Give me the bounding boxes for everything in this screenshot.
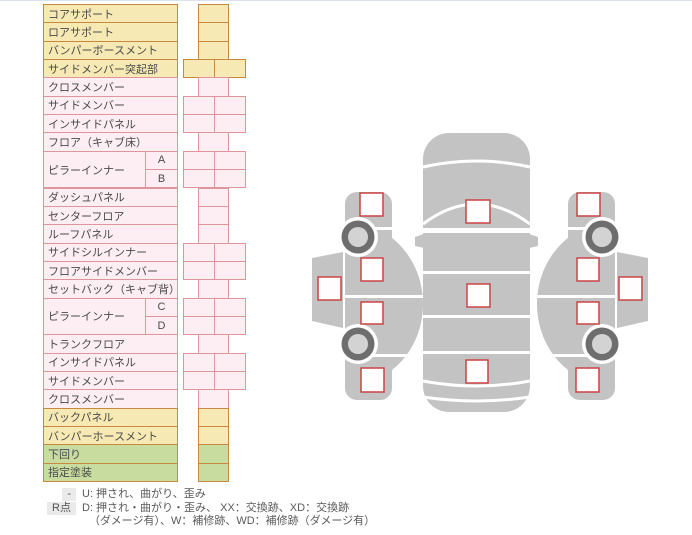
damage-cell[interactable] [198,77,229,97]
damage-cell[interactable] [198,4,229,24]
damage-cell[interactable] [198,407,229,428]
damage-cell[interactable] [214,95,246,116]
damage-cell[interactable] [198,279,229,299]
damage-cell[interactable] [214,371,246,391]
damage-cell[interactable] [183,59,215,79]
damage-cell[interactable] [214,315,246,336]
legend-row-r: R点 D: 押され・曲がり・歪み、 XX：交換跡、XD：交換跡 （ダメージ有）、… [43,502,375,528]
damage-cell[interactable] [198,40,229,61]
left-view-marker-1[interactable] [359,192,384,217]
damage-cell[interactable] [198,444,229,464]
right-view-marker-2[interactable] [576,257,600,282]
legend-text-d-continued: （ダメージ有）、W：補修跡、WD：補修跡（ダメージ有） [89,515,376,527]
damage-cell[interactable] [183,150,215,171]
part-label: フロアサイドメンバー [43,260,178,281]
part-label: セットバック（キャブ背） [43,279,178,299]
damage-cell[interactable] [198,22,229,42]
part-label: ルーフパネル [43,224,178,244]
left-mirror [415,234,424,248]
part-label: ダッシュパネル [43,187,178,207]
legend-text-d: D: 押され・曲がり・歪み、 XX：交換跡、XD：交換跡 [82,502,350,514]
damage-cell[interactable] [214,169,246,189]
part-label: バンパーホースメント [43,426,178,446]
car-left-side-view [312,192,423,400]
top-view-marker-3[interactable] [465,359,489,384]
part-label: バックパネル [43,407,178,428]
damage-cell[interactable] [214,297,246,317]
damage-cell[interactable] [198,426,229,446]
right-rear-wheel [582,324,622,364]
right-view-marker-1[interactable] [576,192,601,217]
right-view-marker-5[interactable] [618,276,643,301]
legend: - U: 押され、曲がり、歪み R点 D: 押され・曲がり・歪み、 XX：交換跡… [43,488,375,529]
part-label: サイドメンバー突起部 [43,59,178,79]
part-label: 下回り [43,444,178,464]
part-label: ピラーインナー [43,150,146,189]
part-label: トランクフロア [43,334,178,354]
damage-cell[interactable] [183,169,215,189]
left-rear-wheel [338,324,378,364]
damage-cell[interactable] [183,114,215,134]
right-view-marker-3[interactable] [576,301,600,325]
part-label: コアサポート [43,4,178,24]
right-view-marker-4[interactable] [575,367,600,393]
damage-cell[interactable] [198,462,229,483]
part-label: フロア（キャブ床） [43,132,178,152]
part-label: サイドメンバー [43,95,178,116]
damage-cell[interactable] [214,260,246,281]
damage-cell[interactable] [198,187,229,207]
left-view-marker-3[interactable] [360,301,384,325]
damage-cell[interactable] [214,59,246,79]
car-diagram [312,133,648,412]
left-view-marker-2[interactable] [360,257,384,282]
left-front-wheel [338,217,378,257]
part-label: サイドメンバー [43,371,178,391]
right-front-wheel [582,217,622,257]
part-label: インサイドパネル [43,352,178,372]
part-label: ピラーインナー [43,297,146,336]
damage-cell[interactable] [198,224,229,244]
damage-cell[interactable] [183,260,215,281]
part-label: サイドシルインナー [43,242,178,262]
top-view-marker-1[interactable] [465,199,491,224]
damage-cell[interactable] [214,150,246,171]
legend-text-u: U: 押され、曲がり、歪み [82,488,206,500]
part-sublabel: C [145,297,178,317]
part-label: インサイドパネル [43,114,178,134]
part-label: 指定塗装 [43,462,178,483]
damage-cell[interactable] [183,95,215,116]
left-view-marker-4[interactable] [360,367,385,393]
legend-row-u: - U: 押され、曲がり、歪み [43,488,375,501]
part-label: クロスメンバー [43,77,178,97]
damage-cell[interactable] [183,242,215,262]
damage-cell[interactable] [198,205,229,226]
car-right-side-view [537,192,648,400]
top-divider [0,0,692,1]
legend-badge-dash: - [62,488,76,501]
damage-cell[interactable] [214,242,246,262]
damage-cell[interactable] [198,132,229,152]
part-sublabel: B [145,169,178,189]
car-top-view [415,133,538,412]
legend-badge-rten: R点 [47,502,76,515]
damage-cell[interactable] [183,352,215,372]
damage-cell[interactable] [198,334,229,354]
damage-cell[interactable] [183,371,215,391]
right-roofline [537,238,568,370]
part-sublabel: D [145,315,178,336]
left-roofline [392,238,423,370]
part-label: クロスメンバー [43,389,178,409]
right-mirror [529,234,538,248]
left-view-marker-5[interactable] [317,276,342,301]
damage-cell[interactable] [198,389,229,409]
top-view-marker-2[interactable] [466,283,491,308]
damage-cell[interactable] [214,352,246,372]
damage-cell[interactable] [183,297,215,317]
damage-cell[interactable] [214,114,246,134]
part-label: ロアサポート [43,22,178,42]
damage-cell[interactable] [183,315,215,336]
part-sublabel: A [145,150,178,171]
part-label: バンパーボースメント [43,40,178,61]
part-label: センターフロア [43,205,178,226]
